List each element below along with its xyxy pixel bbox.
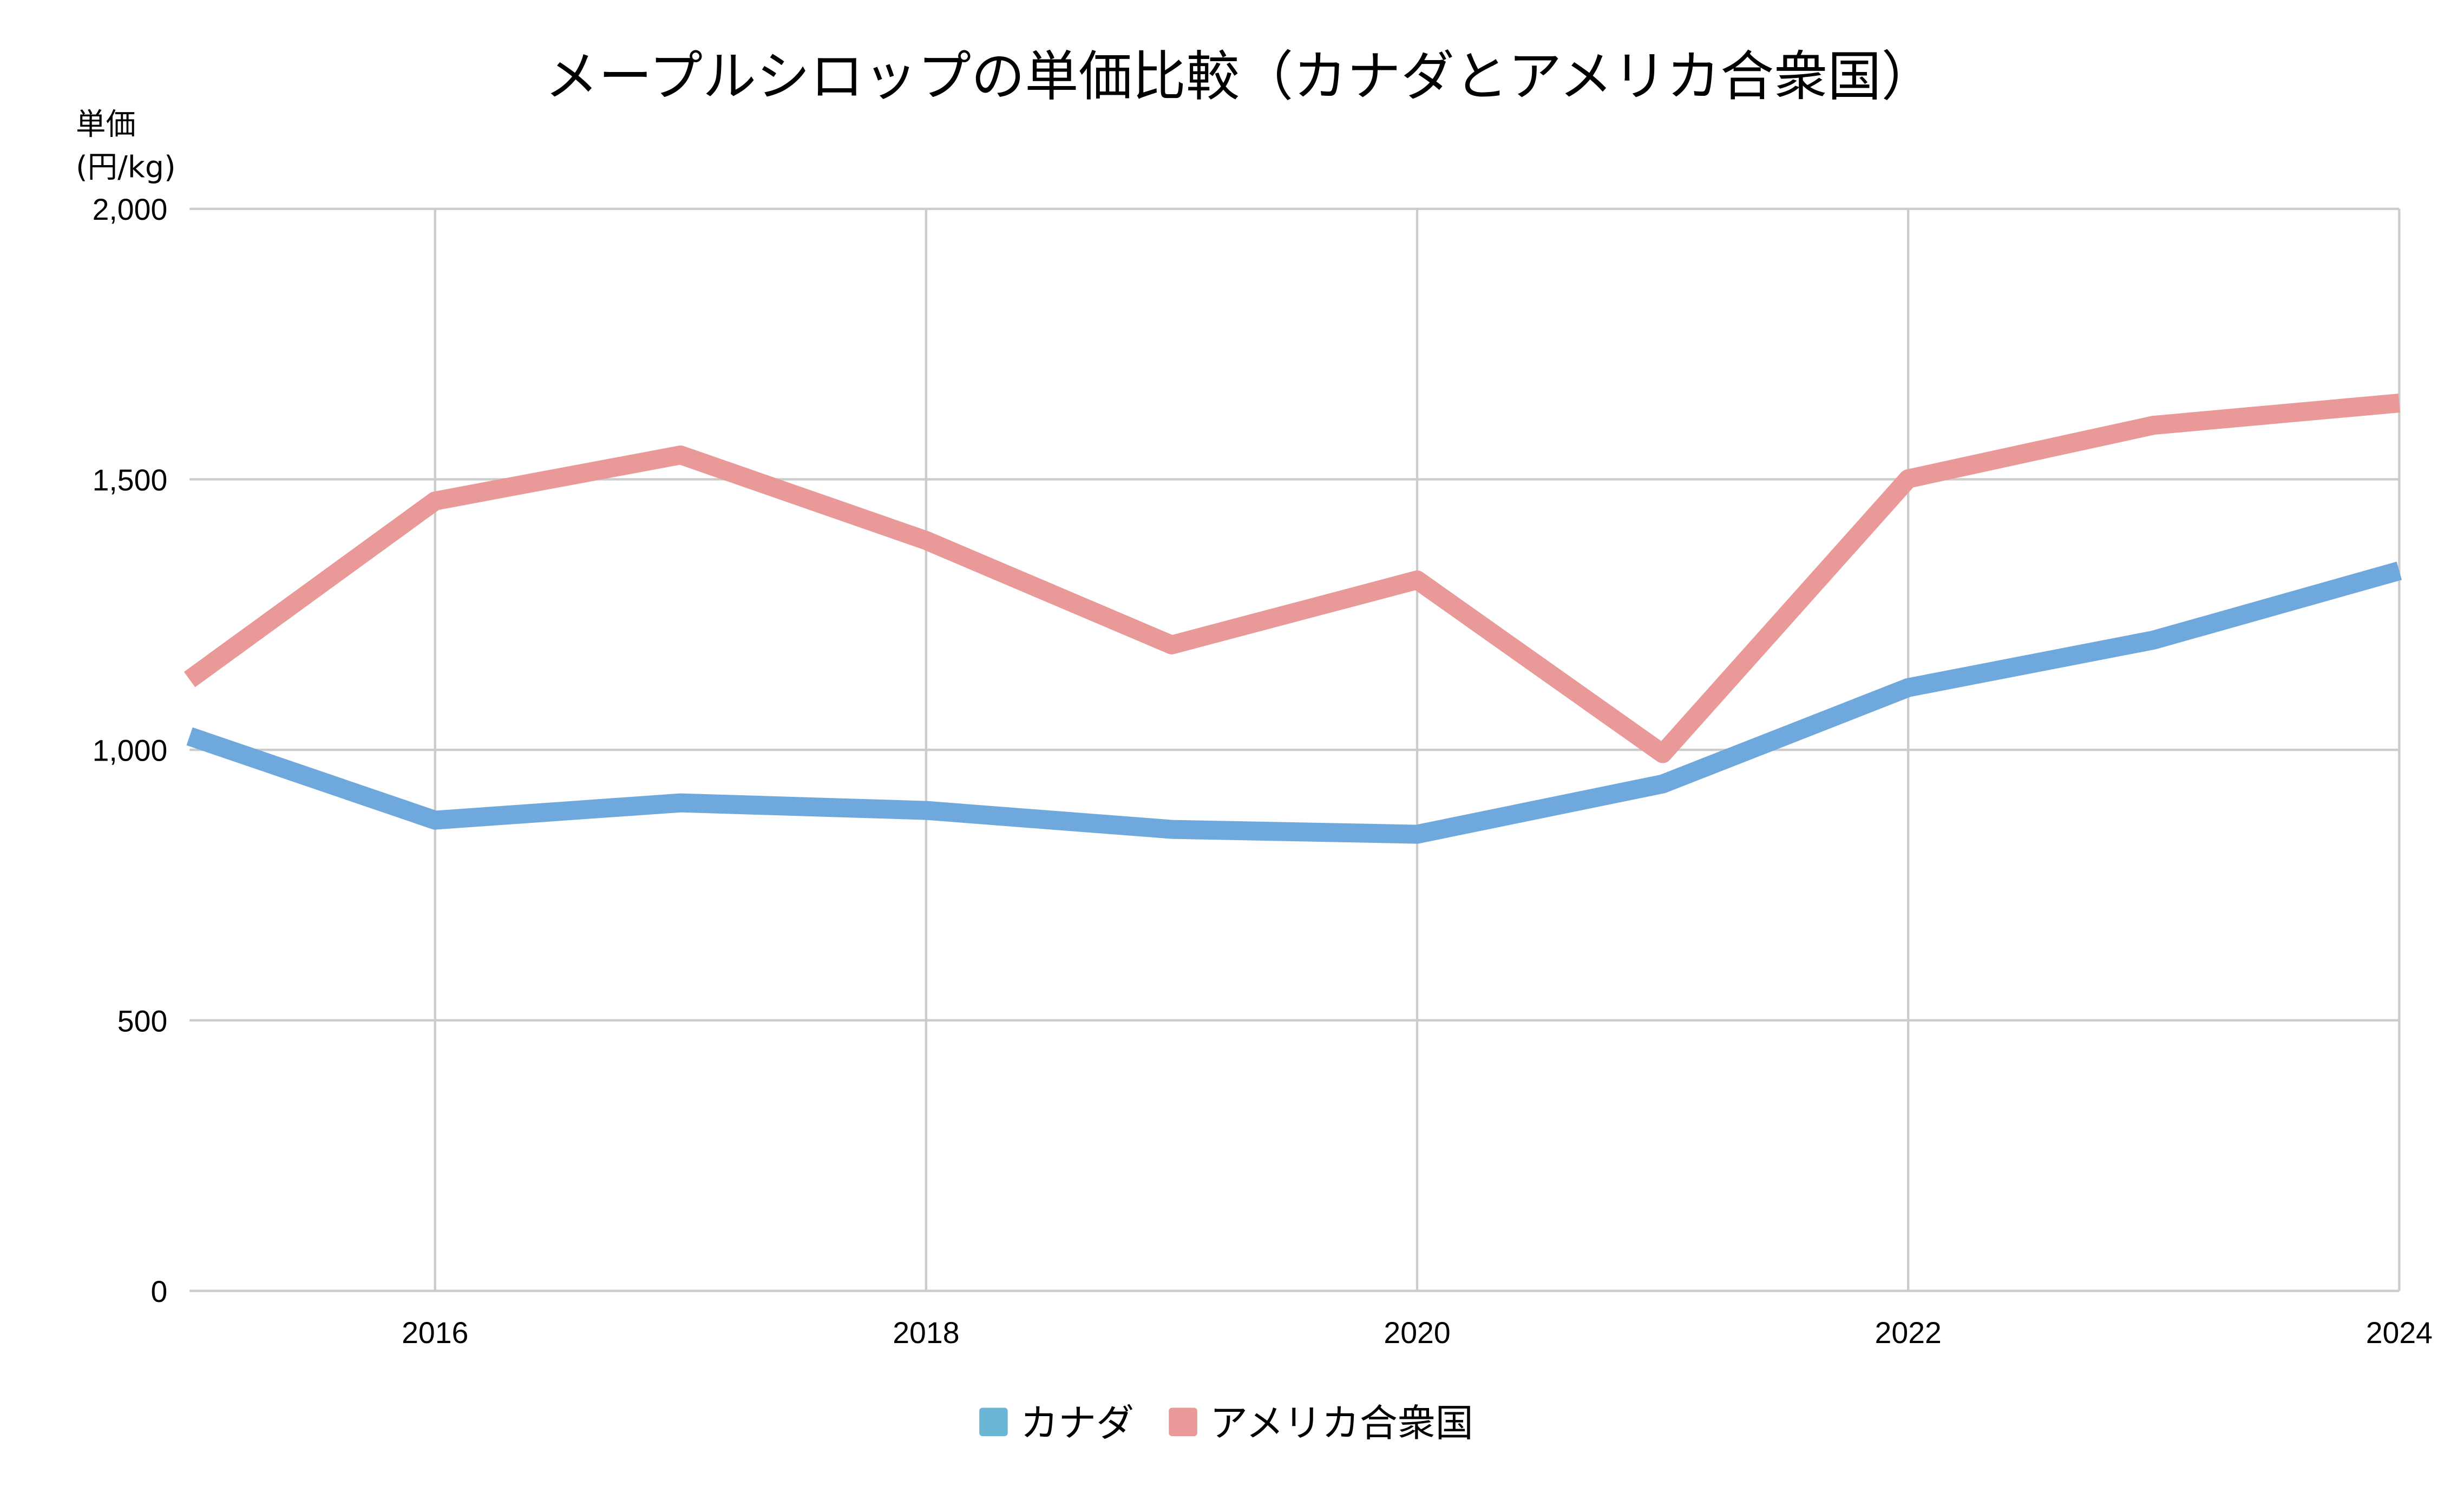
chart-title: メープルシロップの単価比較（カナダとアメリカ合衆国） — [545, 46, 1935, 108]
x-tick-label: 2020 — [1384, 1316, 1450, 1350]
y-axis-label-line2: (円/kg) — [76, 150, 176, 185]
legend-swatch-1 — [1169, 1407, 1197, 1437]
y-tick-label: 1,500 — [93, 463, 168, 497]
x-tick-label: 2022 — [1875, 1316, 1942, 1350]
y-tick-label: 1,000 — [93, 734, 168, 768]
y-tick-label: 500 — [117, 1004, 168, 1038]
y-tick-label: 0 — [150, 1275, 167, 1308]
y-axis-ticks: 0 500 1,000 1,500 2,000 — [93, 193, 168, 1308]
x-tick-label: 2024 — [2366, 1316, 2433, 1350]
gridlines — [189, 207, 2401, 1292]
legend: カナダ アメリカ合衆国 — [979, 1401, 1473, 1445]
series-line-1 — [184, 394, 2400, 763]
data-point — [1908, 687, 1909, 688]
series-lines — [184, 394, 2402, 844]
y-axis-label-line1: 単価 — [76, 108, 136, 142]
data-point — [1417, 834, 1418, 835]
x-axis-ticks: 2016 2018 2020 2022 2024 — [402, 1316, 2433, 1350]
series-line-0 — [186, 561, 2402, 844]
legend-label-0: カナダ — [1020, 1401, 1134, 1445]
x-tick-label: 2018 — [893, 1316, 959, 1350]
legend-swatch-0 — [979, 1407, 1008, 1437]
data-point — [189, 736, 190, 737]
x-tick-label: 2016 — [402, 1316, 468, 1350]
data-point — [926, 810, 927, 811]
legend-label-1: アメリカ合衆国 — [1210, 1401, 1473, 1445]
y-tick-label: 2,000 — [93, 193, 168, 226]
data-point — [926, 540, 927, 541]
data-point — [189, 679, 190, 680]
data-point — [1171, 829, 1172, 830]
